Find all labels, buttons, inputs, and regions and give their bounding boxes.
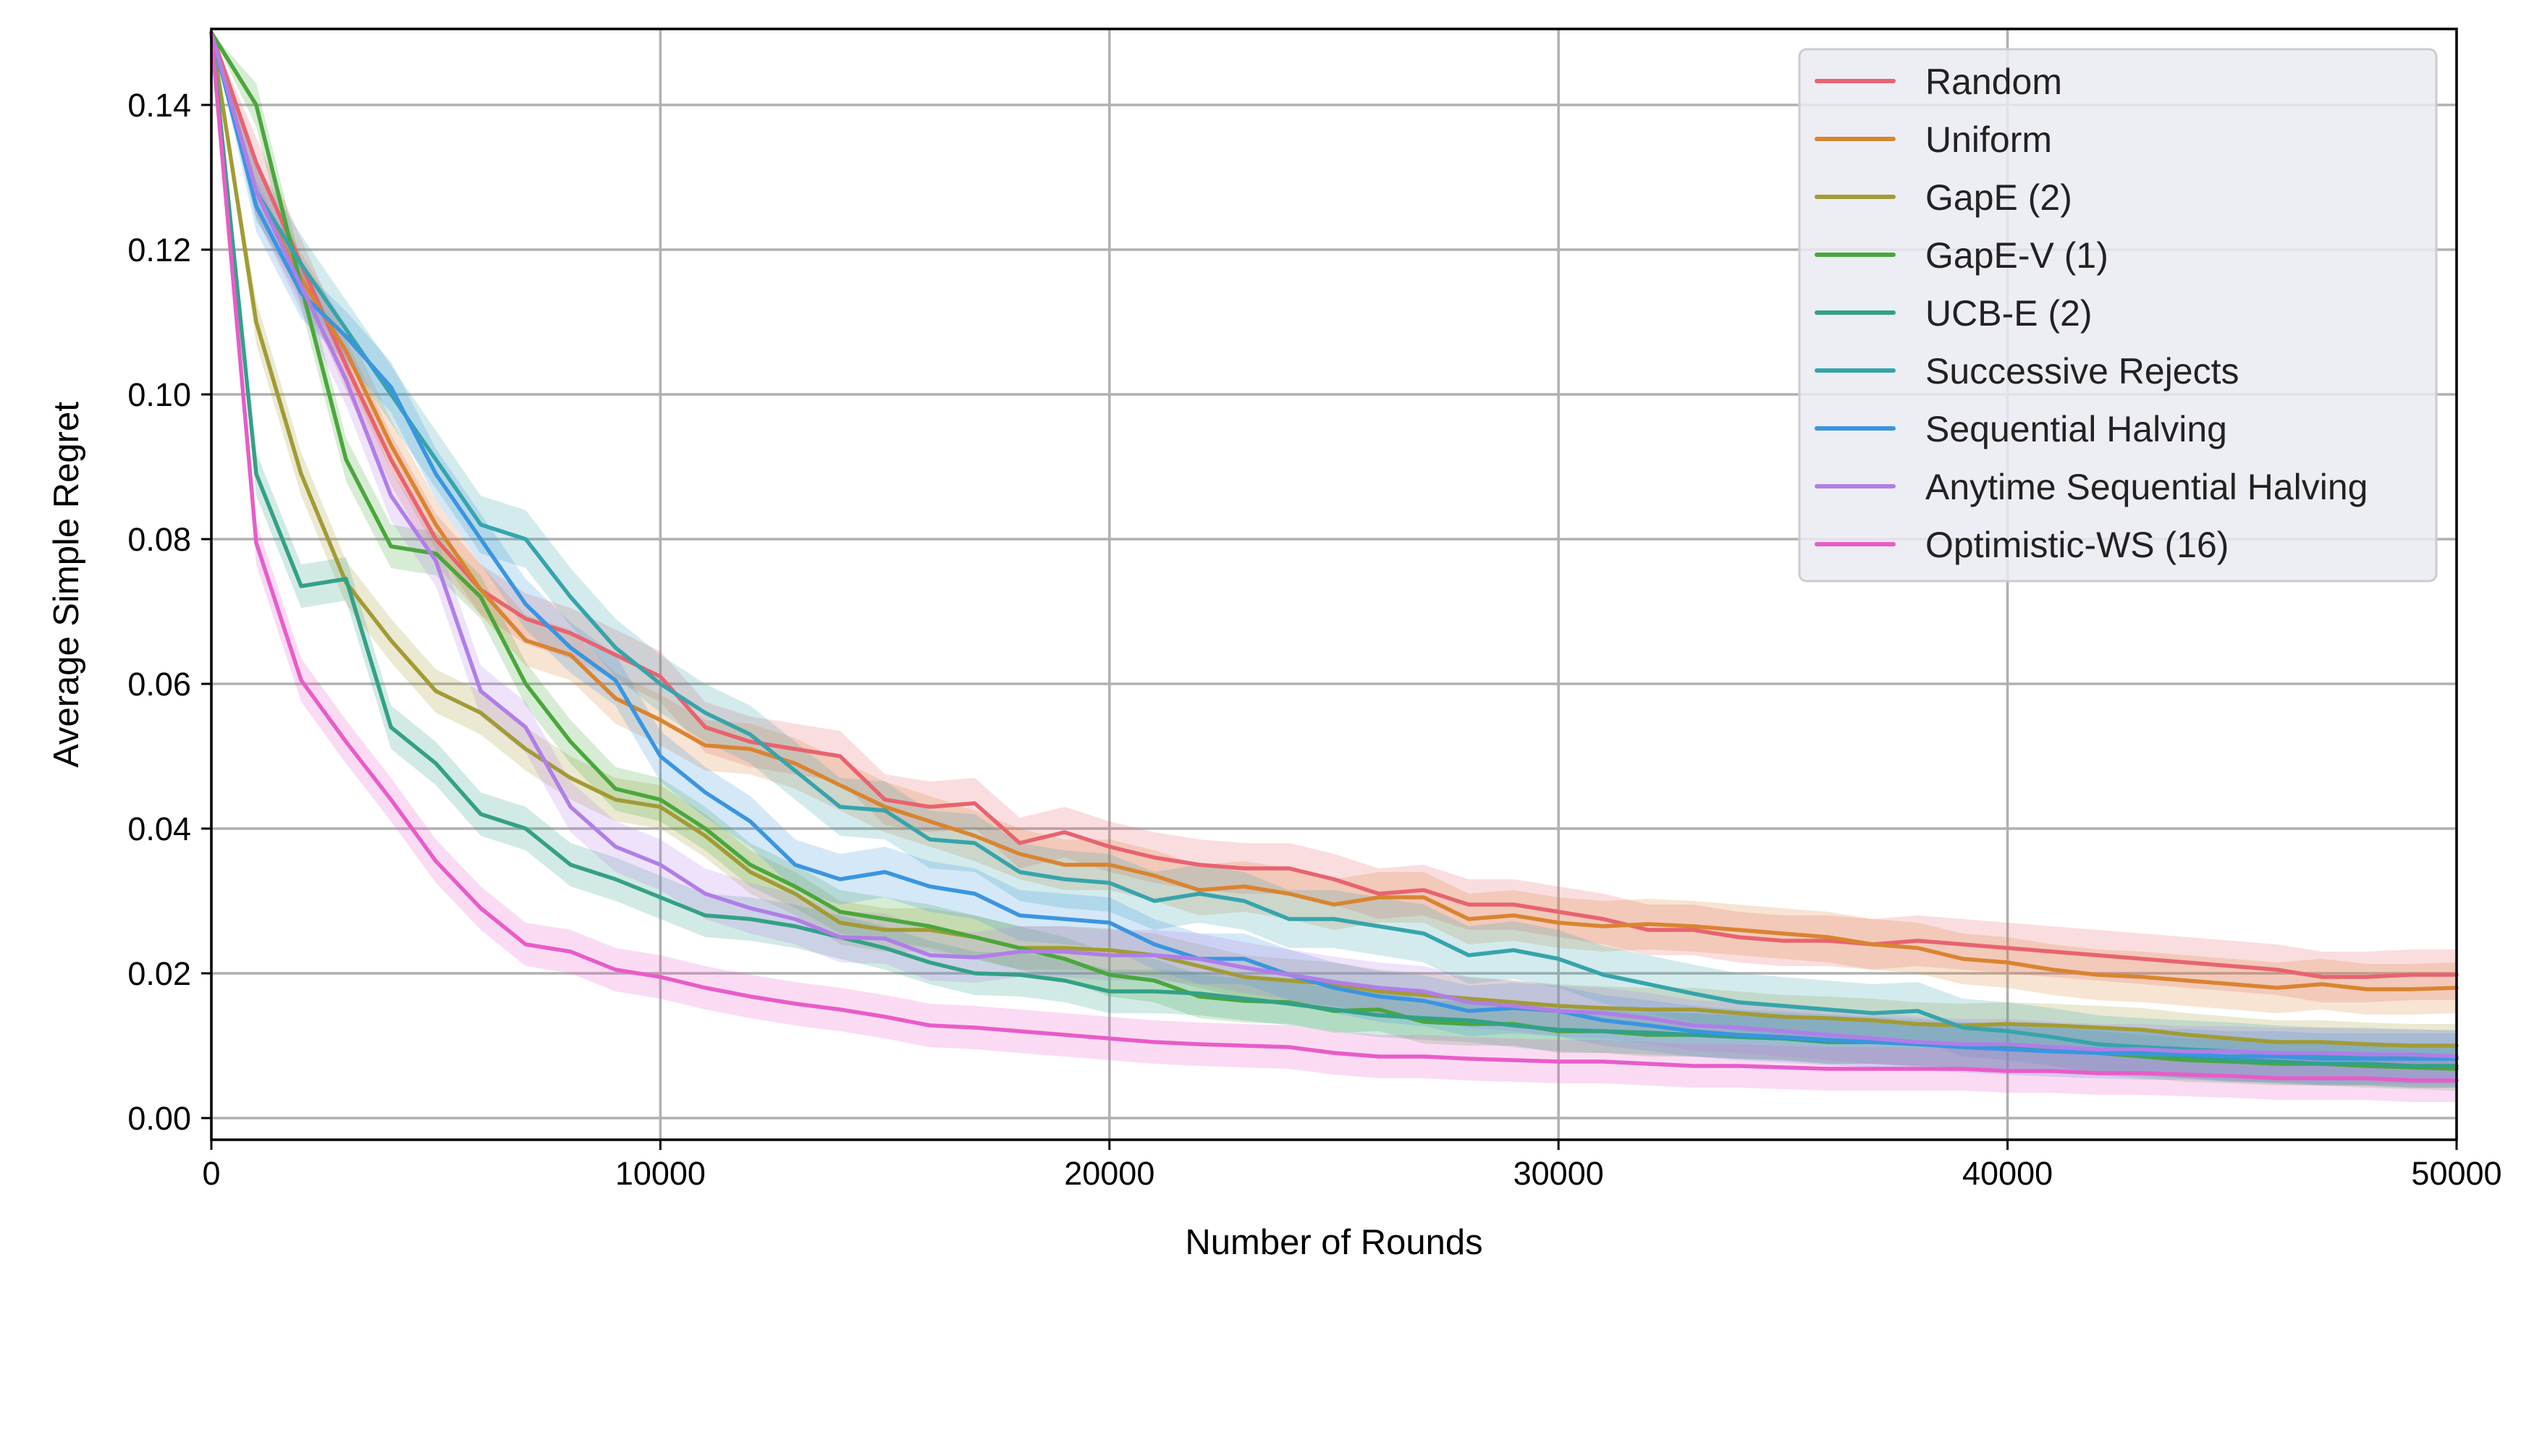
legend-label-sequential-halving: Sequential Halving [1925,409,2227,449]
y-tick-label: 0.02 [127,955,191,992]
line-successive-rejects [209,30,2459,1061]
x-tick-label: 30000 [1513,1155,1604,1192]
line-gape-2 [209,30,2459,1048]
line-sequential-halving [209,30,2459,1061]
y-tick-label: 0.14 [127,87,191,124]
y-tick-label: 0.00 [127,1100,191,1137]
y-tick-label: 0.08 [127,521,191,558]
legend-label-random: Random [1925,62,2062,102]
legend-label-uniform: Uniform [1925,119,2052,160]
x-tick-label: 40000 [1962,1155,2053,1192]
y-tick-label: 0.06 [127,666,191,703]
legend-label-optimistic-ws-16: Optimistic-WS (16) [1925,525,2229,565]
line-optimistic-ws-16 [209,30,2459,1083]
y-tick-label: 0.10 [127,376,191,413]
x-tick-label: 50000 [2411,1155,2501,1192]
y-tick-label: 0.04 [127,810,191,847]
legend-label-ucb-e-2: UCB-E (2) [1925,293,2093,334]
series-lines [209,30,2459,1083]
legend-label-gape-2: GapE (2) [1925,177,2072,218]
band-random [211,33,2457,1002]
legend-box [1798,48,2438,583]
x-axis-ticks: 0 10000 20000 30000 40000 50000 [202,1140,2502,1192]
legend-label-successive-rejects: Successive Rejects [1925,351,2239,391]
x-tick-label: 0 [202,1155,220,1192]
line-random [209,30,2459,979]
band-uniform [211,33,2457,1015]
plot-frame [210,27,2458,1141]
x-tick-label: 10000 [615,1155,706,1192]
confidence-bands [211,33,2457,1102]
band-sequential-halving [211,33,2457,1084]
y-axis-label: Average Simple Regret [47,402,86,768]
x-axis-label: Number of Rounds [1185,1223,1482,1262]
y-tick-label: 0.12 [127,232,191,268]
legend-label-gape-v-1: GapE-V (1) [1925,235,2108,276]
line-anytime-sequential-halving [209,30,2459,1059]
x-tick-label: 20000 [1064,1155,1154,1192]
y-axis-ticks: 0.00 0.02 0.04 0.06 0.08 0.10 0.12 0.14 [127,87,211,1137]
line-uniform [209,30,2459,991]
legend: Random Uniform GapE (2) GapE-V (1) UCB-E (2)… [1798,48,2438,583]
legend-label-anytime-sequential-halving: Anytime Sequential Halving [1925,467,2368,507]
